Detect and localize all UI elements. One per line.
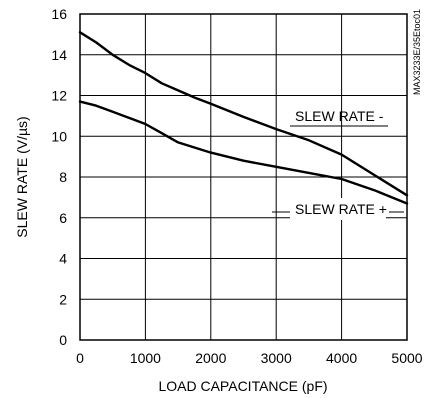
y-tick-label-2: 2 [59, 291, 67, 307]
x-tick-label-4000: 4000 [326, 350, 357, 366]
grid [79, 13, 408, 341]
label-bg-slew-rate-plus [290, 198, 386, 220]
y-tick-label-8: 8 [59, 169, 67, 185]
x-axis-label: LOAD CAPACITANCE (pF) [158, 378, 327, 394]
x-tick-label-1000: 1000 [130, 350, 161, 366]
y-tick-label-14: 14 [51, 47, 67, 63]
tick-labels: 0 1000 2000 3000 4000 5000 0 2 4 6 8 10 12 14 16 [51, 6, 422, 366]
y-tick-label-12: 12 [51, 88, 67, 104]
reference-id: MAX3233E/35Etoc01 [412, 9, 422, 95]
series-line-slew-rate-plus [78, 100, 409, 205]
series-label-slew-rate-minus: SLEW RATE - [295, 108, 384, 124]
y-tick-label-4: 4 [59, 251, 67, 267]
x-tick-label-5000: 5000 [391, 350, 422, 366]
y-tick-label-0: 0 [59, 332, 67, 348]
x-tick-label-3000: 3000 [261, 350, 292, 366]
x-tick-label-0: 0 [76, 350, 84, 366]
plot-frame [79, 13, 408, 341]
series-line-slew-rate-minus [78, 31, 409, 197]
y-tick-label-6: 6 [59, 210, 67, 226]
y-tick-label-10: 10 [51, 128, 67, 144]
x-tick-label-2000: 2000 [195, 350, 226, 366]
series-layer [78, 31, 409, 205]
y-tick-label-16: 16 [51, 6, 67, 22]
y-axis-label: SLEW RATE (V/µs) [14, 116, 30, 237]
series-label-slew-rate-plus: SLEW RATE + [295, 201, 387, 217]
